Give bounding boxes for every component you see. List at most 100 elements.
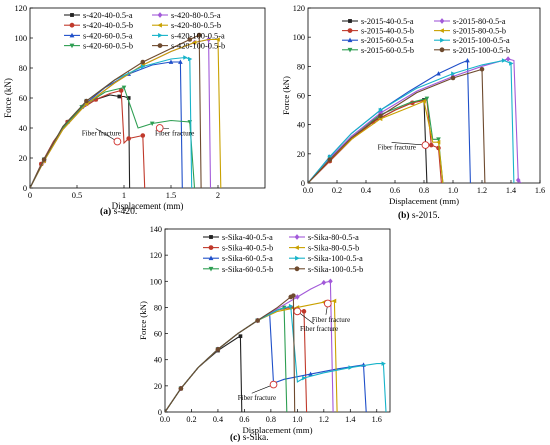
data-point (378, 113, 383, 119)
y-tick-label: 140 (150, 225, 162, 234)
y-tick-label: 80 (297, 62, 305, 71)
legend-label: s-2015-60-0.5-b (361, 46, 414, 55)
annotation-arrow (391, 142, 426, 146)
x-tick-label: 1.4 (506, 186, 516, 195)
legend: s-Sika-40-0.5-as-Sika-40-0.5-bs-Sika-60-… (203, 233, 363, 274)
annotation-marker (269, 380, 278, 389)
panel-caption: (c) s-Sika. (230, 432, 269, 443)
annotation-text: Fiber fracture (300, 325, 338, 333)
y-tick-label: 40 (154, 356, 162, 365)
series-s-420-100-0.5-a (30, 55, 193, 188)
chart-panel-3: 0 20 40 60 80 100 120 140 0.0 0.2 0.4 0.6 0.8 1.0 1.2 1… (138, 225, 391, 443)
annotation: Fiber fracture (293, 307, 338, 333)
y-tick-label: 100 (14, 34, 27, 43)
x-tick-label: 1.4 (345, 415, 355, 424)
data-point (121, 85, 127, 91)
x-tick-label: 0 (28, 191, 32, 200)
series-s-2015-80-0.5-a (308, 56, 522, 183)
data-point (479, 66, 485, 72)
data-point (439, 18, 445, 24)
data-point (208, 266, 214, 272)
x-tick-label: 0.6 (239, 415, 249, 424)
data-point (238, 334, 243, 339)
x-axis-label: Displacement (mm) (389, 196, 459, 206)
annotation-marker (323, 299, 332, 308)
series-s-2015-80-0.5-b (308, 99, 444, 183)
y-axis-label: Force (kN) (3, 78, 13, 118)
x-axis-label: Displacement (mm) (112, 201, 184, 211)
data-point (308, 371, 313, 376)
x-tick-label: 0.4 (213, 415, 223, 424)
legend-label: s-2015-100-0.5-b (453, 46, 510, 55)
legend-label: s-2015-60-0.5-a (361, 36, 414, 45)
data-point (79, 105, 84, 110)
data-point (288, 303, 294, 309)
legend-item: s-2015-100-0.5-b (434, 46, 510, 55)
y-tick-label: 80 (19, 64, 27, 73)
x-tick-label: 1.2 (477, 186, 487, 195)
data-point (321, 279, 327, 286)
annotation-marker (113, 137, 122, 146)
series-line (30, 56, 193, 188)
series-line (30, 38, 212, 188)
annotation: Fiber fracture (155, 124, 194, 138)
legend-item: s-Sika-40-0.5-b (203, 244, 273, 253)
legend-item: s-2015-80-0.5-a (434, 17, 506, 26)
legend: s-420-40-0.5-as-420-40-0.5-bs-420-60-0.5… (64, 11, 225, 51)
data-point (69, 43, 75, 49)
x-tick-label: 0.4 (361, 186, 371, 195)
legend-item: s-2015-80-0.5-b (434, 27, 506, 36)
data-point (140, 64, 146, 69)
legend-item: s-Sika-100-0.5-b (289, 265, 363, 274)
x-tick-label: 1.0 (292, 415, 302, 424)
legend-label: s-420-100-0.5-a (171, 31, 225, 40)
data-point (291, 293, 296, 298)
legend-item: s-Sika-60-0.5-b (203, 265, 273, 274)
legend-item: s-2015-100-0.5-a (434, 36, 510, 45)
data-point (208, 245, 214, 251)
x-tick-label: 0.2 (186, 415, 196, 424)
data-point (348, 19, 352, 23)
series-line (165, 280, 334, 412)
y-tick-label: 120 (150, 251, 162, 260)
data-point (187, 56, 193, 62)
chart-panel-2: 0 20 40 60 80 100 120 0.0 0.2 0.4 0.6 0.8 1.0 1.2 1.4 1… (281, 4, 545, 221)
legend-item: s-420-40-0.5-a (64, 11, 133, 20)
x-tick-label: 1.0 (448, 186, 458, 195)
y-axis-label: Force (kN) (281, 76, 291, 115)
data-point (70, 13, 74, 17)
x-tick-label: 1.6 (372, 415, 382, 424)
data-point (215, 37, 220, 42)
data-point (255, 318, 260, 323)
series-s-2015-100-0.5-b (308, 66, 486, 183)
series-s-Sika-40-0.5-a (165, 334, 243, 412)
y-tick-label: 120 (293, 4, 305, 13)
data-point (439, 28, 444, 33)
legend-label: s-420-40-0.5-a (83, 11, 133, 20)
series-line (30, 34, 202, 188)
legend-label: s-Sika-100-0.5-b (308, 265, 363, 274)
y-tick-label: 100 (150, 277, 162, 286)
x-tick-label: 0.6 (390, 186, 400, 195)
x-tick-label: 0.0 (303, 186, 313, 195)
legend-item: s-420-100-0.5-a (152, 31, 225, 40)
data-point (118, 88, 124, 93)
x-tick-label: 1.5 (166, 191, 176, 200)
annotation-text: Fiber fracture (155, 130, 194, 138)
y-tick-label: 0 (23, 184, 27, 193)
annotation: Fiber fracture (378, 141, 430, 151)
y-tick-label: 40 (297, 121, 305, 130)
data-point (348, 365, 353, 370)
series-s-2015-60-0.5-b (308, 96, 444, 183)
data-point (168, 59, 174, 64)
data-point (157, 43, 163, 48)
caption-letter: (a) (100, 206, 111, 217)
y-tick-label: 0 (158, 408, 162, 417)
legend-label: s-2015-40-0.5-b (361, 27, 414, 36)
y-tick-label: 0 (301, 179, 305, 188)
plot-frame (164, 228, 391, 413)
y-tick-label: 20 (297, 150, 305, 159)
annotation-text: Fiber fracture (238, 394, 276, 402)
legend-label: s-420-80-0.5-b (171, 21, 221, 30)
